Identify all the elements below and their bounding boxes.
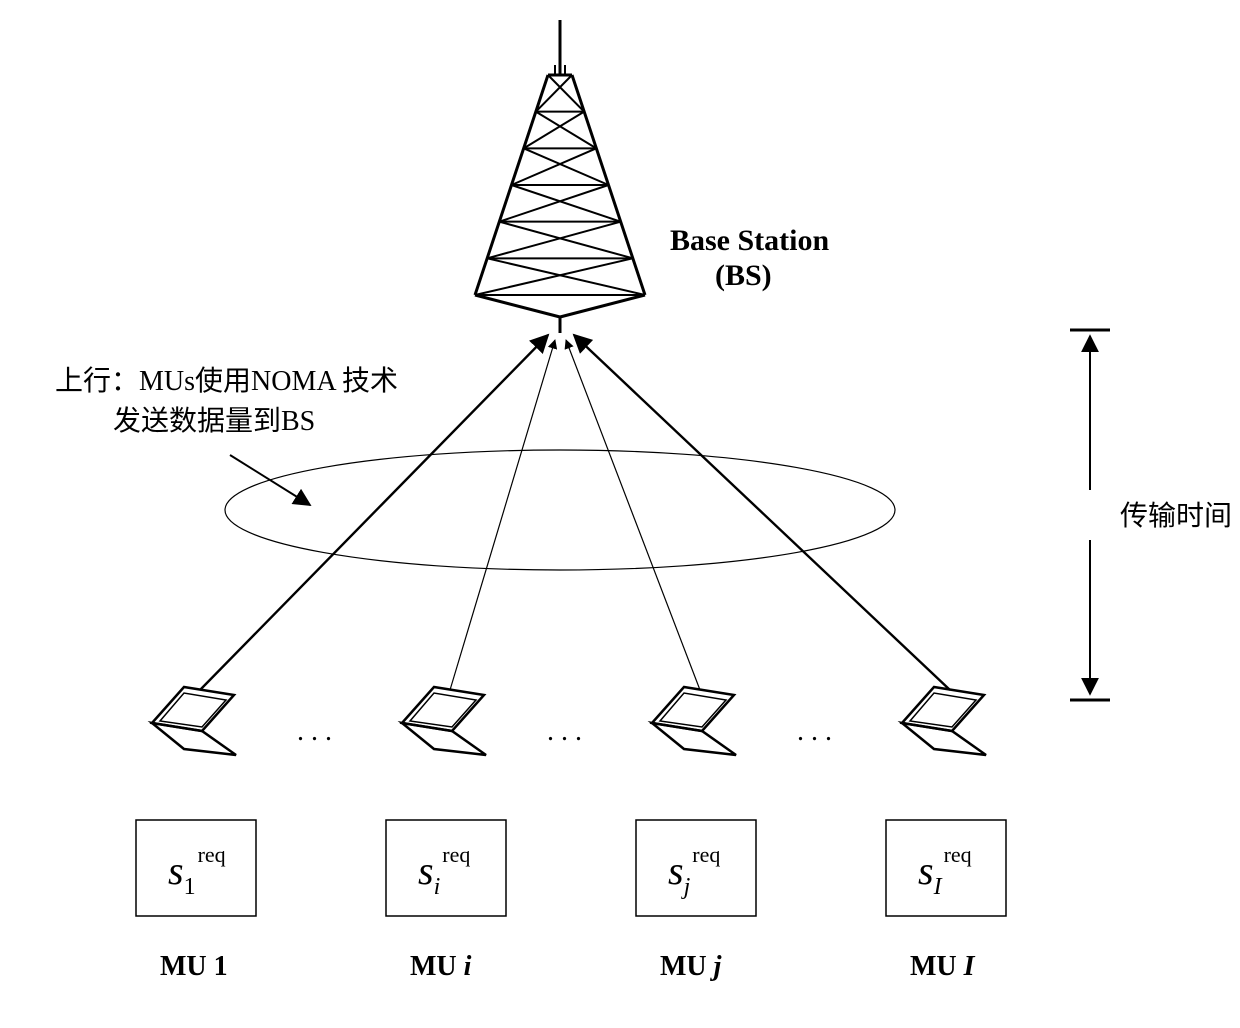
req-box <box>136 820 256 916</box>
ellipsis-dots: . . . <box>797 716 832 747</box>
req-box <box>886 820 1006 916</box>
uplink-annotation-line2: 发送数据量到BS <box>113 405 315 437</box>
mu-label: MU 1 <box>160 951 228 982</box>
transmission-time-axis: 传输时间 <box>1070 330 1232 700</box>
mu-label: MU j <box>660 951 722 982</box>
mu-label: MU I <box>910 951 976 982</box>
mu-label: MU i <box>410 951 472 982</box>
uplink-annotation-line1: 上行：MUs使用NOMA 技术 <box>55 365 398 397</box>
uplink-arrow <box>450 340 555 690</box>
base-station-label-2: (BS) <box>715 259 772 292</box>
req-symbol: sireq <box>418 842 470 900</box>
req-symbol: s1req <box>168 842 226 900</box>
mobile-user-I: sIreq MU I <box>574 335 1006 982</box>
uplink-arrow <box>574 335 950 690</box>
ellipsis-dots: . . . <box>547 716 582 747</box>
req-symbol: sIreq <box>918 842 972 900</box>
noma-ellipse <box>225 450 895 570</box>
transmission-time-label: 传输时间 <box>1120 500 1232 532</box>
req-box <box>636 820 756 916</box>
ellipsis-dots: . . . <box>297 716 332 747</box>
mobile-user-i: sireq MU i <box>386 340 555 982</box>
base-station-tower: Base Station(BS) <box>475 20 830 333</box>
req-symbol: sjreq <box>668 842 720 900</box>
mobile-user-j: sjreq MU j <box>566 340 756 982</box>
req-box <box>386 820 506 916</box>
base-station-label-1: Base Station <box>670 224 830 257</box>
uplink-arrow <box>566 340 700 690</box>
